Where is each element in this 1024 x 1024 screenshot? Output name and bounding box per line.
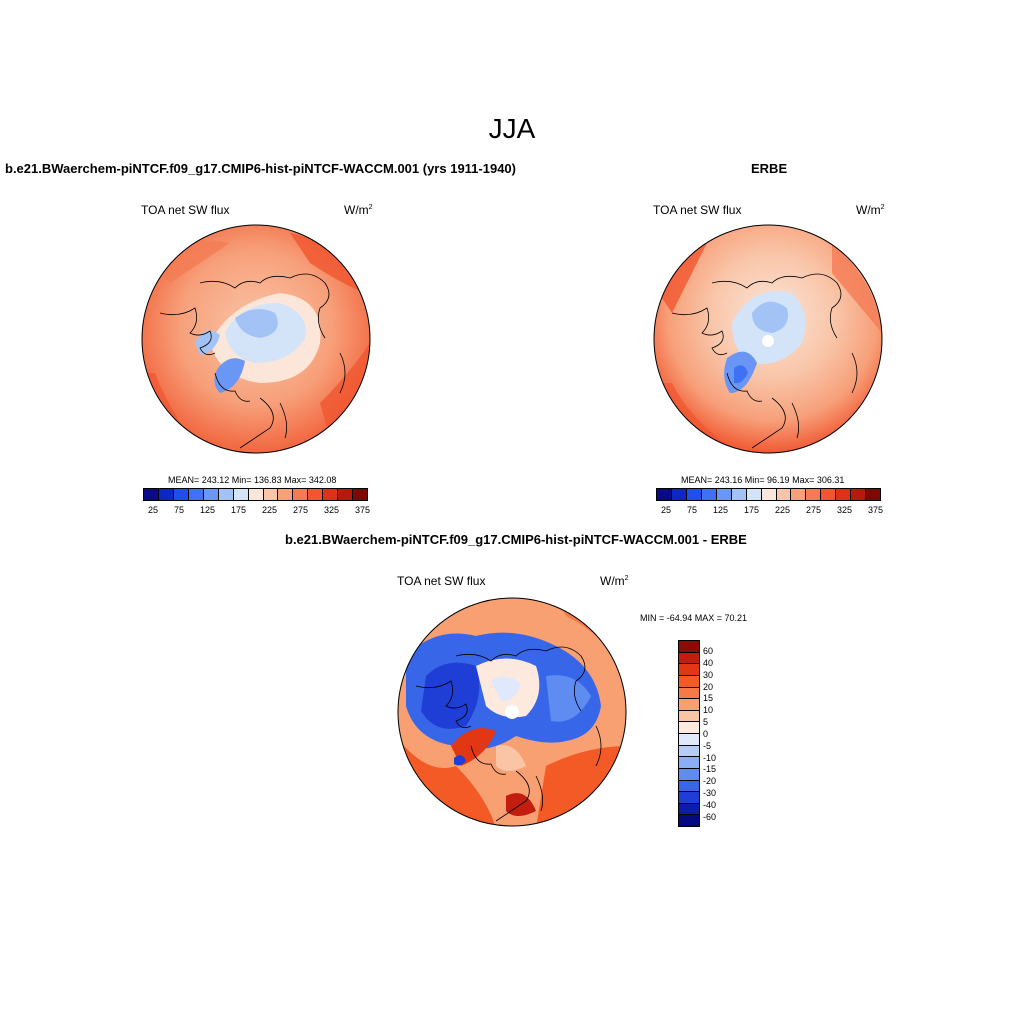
colorbar-swatch xyxy=(701,489,717,500)
colorbar-swatch xyxy=(679,780,699,793)
colorbar-tick-label: 0 xyxy=(703,728,709,739)
colorbar-swatch xyxy=(218,489,234,500)
colorbar-swatch xyxy=(716,489,732,500)
colorbar-swatch xyxy=(761,489,777,500)
colorbar-swatch xyxy=(173,489,189,500)
colorbar-swatch xyxy=(866,489,881,500)
colorbar-tick-label: 225 xyxy=(774,505,790,515)
colorbar-tick-label: 20 xyxy=(703,681,714,692)
panel-1-stats: MEAN= 243.12 Min= 136.83 Max= 342.08 xyxy=(168,475,337,485)
colorbar-swatch xyxy=(679,745,699,758)
panel-2-units: W/m2 xyxy=(856,203,885,217)
colorbar-tick-label: 30 xyxy=(703,669,714,680)
panel-1-colorbar-labels: 25 75 125 175 225 275 325 375 xyxy=(148,505,370,515)
panel-2-colorbar-labels: 25 75 125 175 225 275 325 375 xyxy=(661,505,883,515)
panel-1-title: b.e21.BWaerchem-piNTCF.f09_g17.CMIP6-his… xyxy=(5,161,516,176)
colorbar-swatch xyxy=(144,489,159,500)
panel-3-colorbar-labels: 60 40 30 20 15 10 5 0 -5 -10 -15 -20 -30 -40 -60 xyxy=(703,646,716,822)
colorbar-tick-label: -10 xyxy=(703,752,717,763)
colorbar-tick-label: 125 xyxy=(712,505,728,515)
panel-3-map xyxy=(397,597,627,827)
colorbar-tick-label: 325 xyxy=(323,505,339,515)
colorbar-swatch xyxy=(679,652,699,665)
colorbar-swatch xyxy=(293,489,309,500)
panel-2-title: ERBE xyxy=(751,161,788,176)
colorbar-swatch xyxy=(338,489,354,500)
panel-3-variable: TOA net SW flux xyxy=(397,574,486,588)
colorbar-swatch xyxy=(679,722,699,734)
colorbar-swatch xyxy=(248,489,264,500)
panel-3-colorbar xyxy=(678,640,700,827)
colorbar-tick-label: 175 xyxy=(230,505,246,515)
colorbar-tick-label: 275 xyxy=(805,505,821,515)
colorbar-swatch xyxy=(679,699,699,711)
colorbar-tick-label: 375 xyxy=(867,505,883,515)
colorbar-swatch xyxy=(308,489,324,500)
colorbar-swatch xyxy=(679,815,699,826)
colorbar-tick-label: -60 xyxy=(703,811,717,822)
colorbar-tick-label: 25 xyxy=(148,505,159,515)
colorbar-swatch xyxy=(188,489,204,500)
colorbar-tick-label: -20 xyxy=(703,776,717,787)
panel-3-title: b.e21.BWaerchem-piNTCF.f09_g17.CMIP6-his… xyxy=(285,532,747,547)
panel-1-colorbar xyxy=(143,488,368,501)
colorbar-swatch xyxy=(263,489,279,500)
colorbar-tick-label: -5 xyxy=(703,740,712,751)
panel-2-variable: TOA net SW flux xyxy=(653,203,742,217)
colorbar-tick-label: -30 xyxy=(703,788,717,799)
panel-3-units: W/m2 xyxy=(600,574,629,588)
colorbar-tick-label: 175 xyxy=(743,505,759,515)
panel-1-units: W/m2 xyxy=(344,203,373,217)
colorbar-swatch xyxy=(836,489,852,500)
panel-1-map xyxy=(141,224,371,454)
panel-2-stats: MEAN= 243.16 Min= 96.19 Max= 306.31 xyxy=(681,475,845,485)
figure-title: JJA xyxy=(488,113,536,144)
colorbar-tick-label: -15 xyxy=(703,764,717,775)
colorbar-swatch xyxy=(679,675,699,688)
colorbar-swatch xyxy=(679,768,699,781)
colorbar-tick-label: 375 xyxy=(354,505,370,515)
colorbar-swatch xyxy=(278,489,294,500)
colorbar-swatch xyxy=(679,687,699,700)
colorbar-tick-label: 60 xyxy=(703,646,714,656)
colorbar-swatch xyxy=(657,489,672,500)
colorbar-swatch xyxy=(679,757,699,769)
colorbar-tick-label: 40 xyxy=(703,657,714,668)
colorbar-swatch xyxy=(679,641,699,653)
colorbar-swatch xyxy=(679,803,699,816)
colorbar-swatch xyxy=(233,489,249,500)
colorbar-swatch xyxy=(679,734,699,746)
colorbar-swatch xyxy=(671,489,687,500)
colorbar-tick-label: 75 xyxy=(173,505,184,515)
panel-3-stats: MIN = -64.94 MAX = 70.21 xyxy=(640,613,748,623)
colorbar-tick-label: 75 xyxy=(686,505,697,515)
colorbar-swatch xyxy=(679,792,699,804)
colorbar-swatch xyxy=(731,489,747,500)
colorbar-tick-label: 125 xyxy=(199,505,215,515)
colorbar-tick-label: 5 xyxy=(703,717,709,728)
panel-1-variable: TOA net SW flux xyxy=(141,203,230,217)
colorbar-tick-label: 225 xyxy=(261,505,277,515)
colorbar-swatch xyxy=(821,489,837,500)
panel-2-colorbar xyxy=(656,488,881,501)
colorbar-swatch xyxy=(158,489,174,500)
colorbar-swatch xyxy=(679,710,699,723)
colorbar-swatch xyxy=(203,489,219,500)
colorbar-tick-label: 15 xyxy=(703,693,714,704)
colorbar-tick-label: 275 xyxy=(292,505,308,515)
colorbar-tick-label: -40 xyxy=(703,799,717,810)
colorbar-swatch xyxy=(353,489,368,500)
colorbar-tick-label: 10 xyxy=(703,705,714,716)
colorbar-swatch xyxy=(679,664,699,676)
colorbar-swatch xyxy=(806,489,822,500)
colorbar-swatch xyxy=(686,489,702,500)
colorbar-swatch xyxy=(776,489,792,500)
colorbar-swatch xyxy=(791,489,807,500)
colorbar-swatch xyxy=(323,489,339,500)
colorbar-tick-label: 325 xyxy=(836,505,852,515)
panel-2-map xyxy=(653,224,883,454)
colorbar-swatch xyxy=(851,489,867,500)
colorbar-tick-label: 25 xyxy=(661,505,672,515)
colorbar-swatch xyxy=(746,489,762,500)
